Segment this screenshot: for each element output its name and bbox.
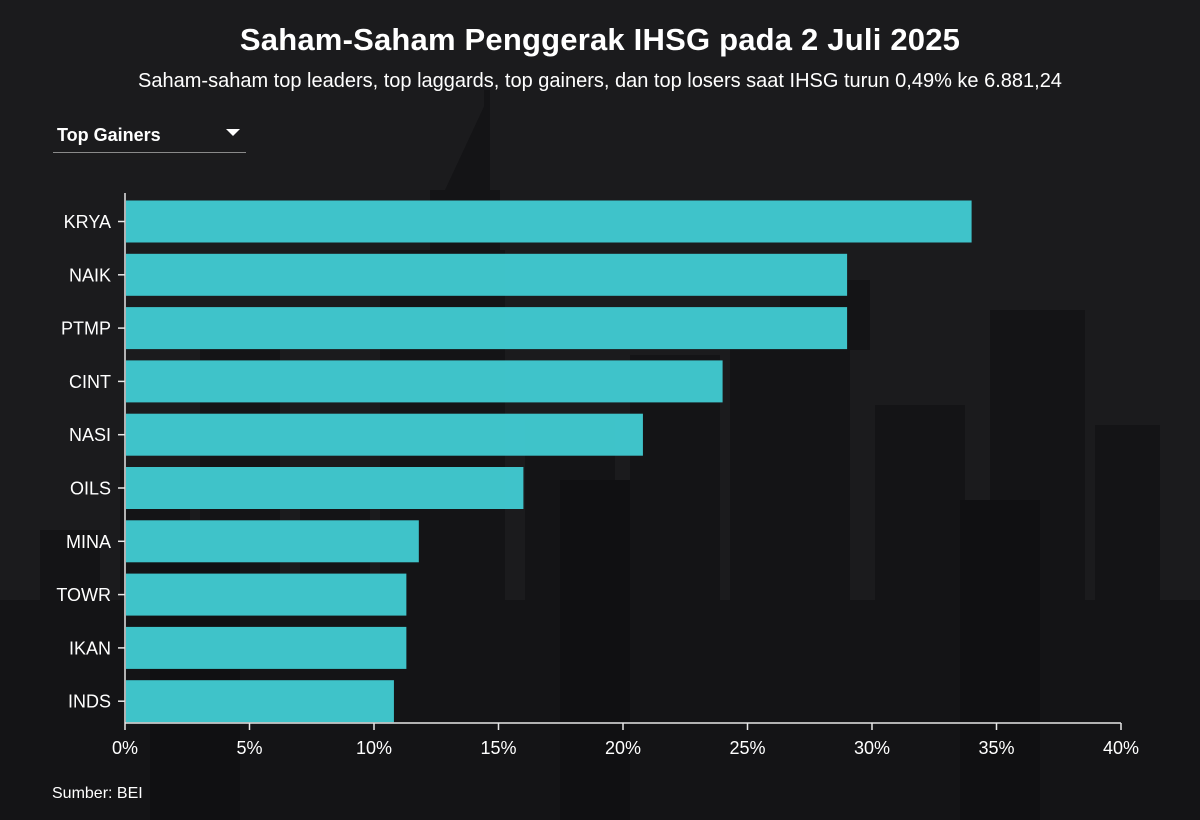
bar-krya[interactable] [126,200,972,243]
y-tick-label: TOWR [56,585,111,605]
x-tick-label: 20% [605,738,641,758]
y-tick-label: NAIK [69,265,111,285]
x-tick-label: 25% [729,738,765,758]
y-tick-label: NASI [69,425,111,445]
bar-inds[interactable] [126,680,394,723]
bar-cint[interactable] [126,360,723,403]
bar-towr[interactable] [126,573,407,616]
dropdown-selected-label: Top Gainers [57,125,161,145]
x-tick-label: 15% [480,738,516,758]
chart-subtitle: Saham-saham top leaders, top laggards, t… [138,70,1062,92]
category-dropdown[interactable]: Top Gainers [53,120,246,153]
x-tick-label: 0% [112,738,138,758]
x-tick-label: 35% [978,738,1014,758]
y-tick-label: OILS [70,479,111,499]
chart-title: Saham-Saham Penggerak IHSG pada 2 Juli 2… [239,22,961,57]
y-tick-label: CINT [69,372,111,392]
bar-oils[interactable] [126,467,524,509]
bar-mina[interactable] [126,520,419,563]
y-tick-label: IKAN [69,638,111,658]
bar-ptmp[interactable] [126,307,848,350]
y-tick-label: MINA [66,532,111,552]
bar-ikan[interactable] [126,626,407,669]
y-tick-label: PTMP [61,319,111,339]
x-tick-label: 10% [356,738,392,758]
x-tick-label: 5% [236,738,262,758]
bar-nasi[interactable] [126,413,643,456]
chevron-down-icon[interactable] [226,129,240,136]
y-tick-label: INDS [68,692,111,712]
y-tick-label: KRYA [64,212,111,232]
x-tick-label: 30% [854,738,890,758]
x-tick-label: 40% [1103,738,1139,758]
bar-naik[interactable] [126,253,848,296]
source-note: Sumber: BEI [52,785,143,802]
